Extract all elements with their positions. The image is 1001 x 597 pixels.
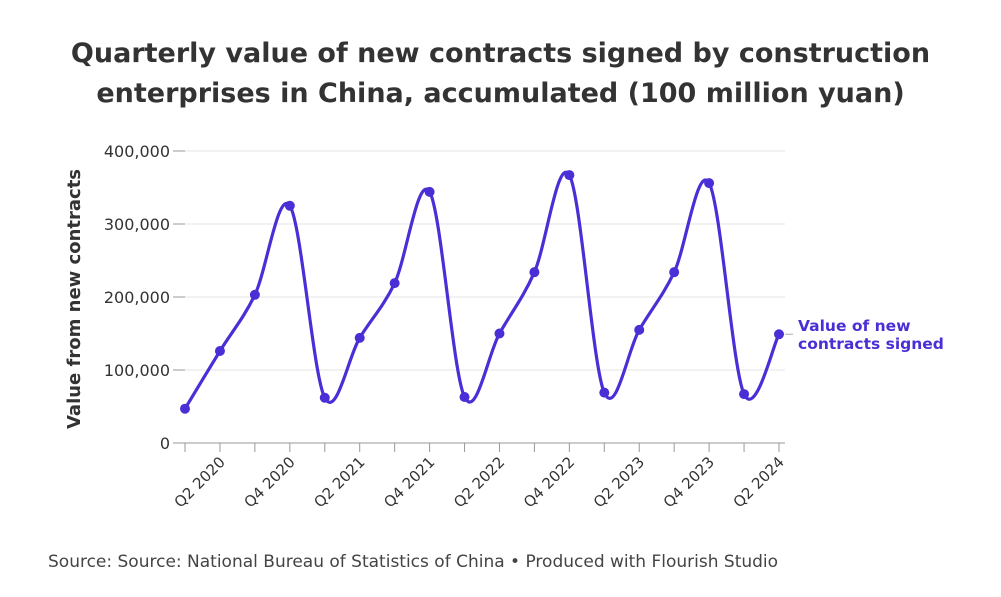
data-point (389, 278, 400, 289)
data-point (424, 186, 435, 197)
data-point (704, 178, 715, 189)
grid-lines (185, 150, 785, 444)
axes: 0 100,000 200,000 300,000 400,000 Value from … (64, 142, 788, 511)
data-point (634, 324, 645, 335)
data-point (529, 267, 540, 278)
data-point (354, 332, 365, 343)
chart-title: Quarterly value of new contracts signed … (0, 34, 1001, 114)
data-point (774, 329, 784, 340)
source-note: Source: Source: National Bureau of Stati… (48, 552, 779, 572)
y-axis-title: Value from new contracts (64, 169, 85, 429)
x-tick-label: Q2 2022 (450, 453, 508, 511)
series-line (183, 170, 781, 411)
series-label-line-2: contracts signed (798, 335, 944, 353)
y-tick-label: 400,000 (104, 142, 170, 161)
series-label-line-1: Value of new (798, 317, 911, 335)
data-point (494, 328, 505, 339)
x-tick-label: Q2 2024 (730, 453, 788, 511)
x-tick-label: Q2 2023 (590, 453, 648, 511)
y-tick-label: 300,000 (104, 215, 170, 234)
data-point (214, 346, 225, 357)
data-point (564, 170, 575, 181)
chart-title-line-2: enterprises in China, accumulated (100 m… (96, 78, 905, 109)
series-line-path (183, 170, 781, 411)
x-tick-label: Q4 2021 (380, 453, 438, 511)
data-point (249, 289, 260, 300)
data-point (319, 392, 330, 403)
x-tick-label: Q4 2022 (520, 453, 578, 511)
y-tick-label: 200,000 (104, 288, 170, 307)
y-tick-label: 100,000 (104, 361, 170, 380)
data-point (599, 387, 610, 398)
chart-title-line-1: Quarterly value of new contracts signed … (70, 38, 931, 69)
x-tick-label: Q4 2020 (240, 453, 298, 511)
x-tick-label: Q2 2020 (171, 453, 229, 511)
data-point (739, 389, 750, 400)
data-point (284, 200, 295, 211)
data-point (669, 267, 680, 278)
x-tick-label: Q4 2023 (660, 453, 718, 511)
data-points (180, 170, 784, 414)
data-point (180, 403, 190, 414)
y-tick-label: 0 (160, 434, 170, 453)
x-tick-label: Q2 2021 (310, 453, 368, 511)
data-point (459, 392, 470, 403)
